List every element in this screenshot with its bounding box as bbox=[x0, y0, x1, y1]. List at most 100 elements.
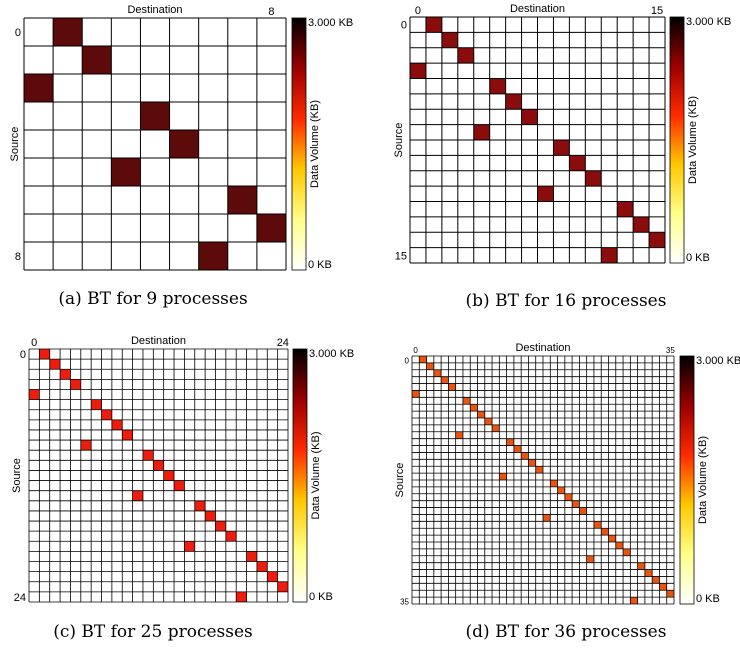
heatmap-cell bbox=[659, 583, 667, 591]
heatmap-cell bbox=[225, 531, 237, 542]
y-tick-label: 8 bbox=[15, 251, 21, 263]
colorbar bbox=[669, 16, 685, 264]
heatmap-cell bbox=[256, 214, 286, 242]
heatmap-cell bbox=[637, 562, 645, 570]
heatmap-cell bbox=[80, 440, 92, 451]
y-tick-label: 24 bbox=[14, 592, 26, 604]
heatmap-cell bbox=[513, 445, 522, 453]
heatmap-cell bbox=[101, 409, 112, 420]
heatmap-cell bbox=[644, 569, 653, 577]
colorbar-label: Data Volume (KB) bbox=[310, 431, 322, 519]
heatmap-cell bbox=[608, 535, 616, 542]
heatmap-cell bbox=[419, 356, 427, 363]
heatmap-cell bbox=[441, 32, 458, 48]
heatmap-cell bbox=[53, 18, 83, 46]
heatmap-cell bbox=[615, 542, 624, 549]
heatmap-cell bbox=[153, 460, 164, 471]
y-tick-label: 0 bbox=[405, 356, 410, 365]
heatmap-cell bbox=[593, 521, 602, 529]
heatmap-cell bbox=[601, 247, 618, 264]
grid-background bbox=[24, 18, 286, 270]
heatmap-cell bbox=[39, 349, 50, 360]
heatmap-cell bbox=[553, 140, 570, 156]
y-tick-label: 35 bbox=[400, 598, 409, 607]
heatmap-cell bbox=[506, 438, 514, 446]
x-tick-label: 15 bbox=[651, 5, 663, 17]
heatmap-cell bbox=[256, 561, 268, 572]
heatmap-cell bbox=[410, 63, 426, 79]
heatmap-cell bbox=[163, 470, 175, 481]
heatmap-cell bbox=[91, 399, 102, 410]
colorbar-min-label: 0 KB bbox=[308, 259, 332, 271]
heatmap-cell bbox=[140, 102, 170, 130]
y-axis-label: Source bbox=[393, 123, 405, 158]
heatmap-panel-2: Destination 0 24 0 24 Source 3.000 KB 0 KB Data … bbox=[11, 335, 354, 642]
heatmap-cell bbox=[246, 551, 257, 562]
y-axis-label: Source bbox=[394, 463, 406, 498]
heatmap-cell bbox=[142, 450, 154, 461]
panel-caption: (c) BT for 25 processes bbox=[53, 622, 253, 642]
heatmap-cell bbox=[441, 376, 449, 384]
x-axis-label: Destination bbox=[127, 4, 182, 16]
heatmap-cell bbox=[82, 46, 112, 74]
colorbar-min-label: 0 KB bbox=[696, 593, 720, 605]
heatmap-cell bbox=[24, 74, 54, 102]
x-tick-label: 35 bbox=[666, 346, 675, 355]
y-tick-label: 0 bbox=[401, 20, 407, 32]
heatmap-cell bbox=[194, 500, 206, 511]
heatmap-panel-1: Destination 0 15 0 15 Source 3.000 KB 0 KB Data … bbox=[393, 3, 731, 311]
y-tick-label: 15 bbox=[395, 250, 407, 262]
heatmap-cell bbox=[426, 362, 434, 370]
heatmap-cell bbox=[184, 541, 195, 552]
x-axis-label: Destination bbox=[515, 342, 570, 354]
heatmap-cell bbox=[601, 528, 609, 536]
panel-caption: (b) BT for 16 processes bbox=[466, 291, 667, 311]
heatmap-cell bbox=[484, 418, 493, 425]
heatmap-cell bbox=[412, 390, 420, 398]
heatmap-cell bbox=[543, 514, 551, 522]
heatmap-cell bbox=[267, 571, 278, 582]
panel-caption: (d) BT for 36 processes bbox=[466, 622, 667, 642]
colorbar bbox=[679, 355, 695, 605]
panel-caption: (a) BT for 9 processes bbox=[58, 289, 247, 309]
heatmap-cell bbox=[652, 576, 660, 584]
x-axis-label: Destination bbox=[131, 335, 186, 347]
heatmap-cell bbox=[572, 500, 580, 508]
heatmap-cell bbox=[489, 78, 506, 94]
heatmap-panel-0: Destination 8 0 8 Source 3.000 KB 0 KB Data Vol… bbox=[9, 4, 353, 309]
heatmap-cell bbox=[564, 493, 573, 501]
heatmap-cell bbox=[122, 429, 133, 441]
heatmap-cell bbox=[457, 47, 474, 64]
colorbar-max-label: 3.000 KB bbox=[308, 17, 353, 29]
heatmap-cell bbox=[433, 369, 442, 377]
heatmap-cell bbox=[29, 389, 40, 400]
heatmap-cell bbox=[236, 591, 247, 602]
colorbar-label: Data Volume (KB) bbox=[697, 436, 709, 524]
grid-background bbox=[29, 349, 288, 602]
colorbar-min-label: 0 KB bbox=[309, 591, 333, 603]
heatmap-cell bbox=[521, 452, 529, 460]
colorbar-max-label: 3.000 KB bbox=[686, 16, 731, 28]
heatmap-cell bbox=[169, 130, 199, 158]
heatmap-cell bbox=[111, 158, 141, 186]
heatmap-cell bbox=[477, 411, 485, 418]
heatmap-cell bbox=[462, 397, 471, 405]
heatmap-cell bbox=[630, 597, 638, 604]
heatmap-cell bbox=[277, 581, 288, 592]
heatmap-cell bbox=[537, 186, 554, 202]
heatmap-cell bbox=[111, 419, 123, 430]
heatmap-cell bbox=[557, 486, 565, 494]
y-tick-label: 0 bbox=[15, 27, 21, 39]
heatmap-cell bbox=[528, 459, 536, 467]
x-tick-label: 0 bbox=[413, 346, 418, 355]
heatmap-cell bbox=[227, 186, 257, 214]
x-tick-label: 0 bbox=[415, 5, 421, 17]
heatmap-panel-3: Destination 0 35 0 35 Source 3.000 KB 0 KB Data … bbox=[394, 342, 740, 642]
heatmap-cell bbox=[633, 216, 650, 233]
heatmap-cell bbox=[425, 17, 442, 33]
heatmap-cell bbox=[470, 404, 478, 412]
heatmap-cell bbox=[617, 201, 634, 217]
y-axis-label: Source bbox=[9, 127, 21, 162]
heatmap-cell bbox=[666, 590, 674, 598]
x-axis-label: Destination bbox=[510, 3, 565, 15]
